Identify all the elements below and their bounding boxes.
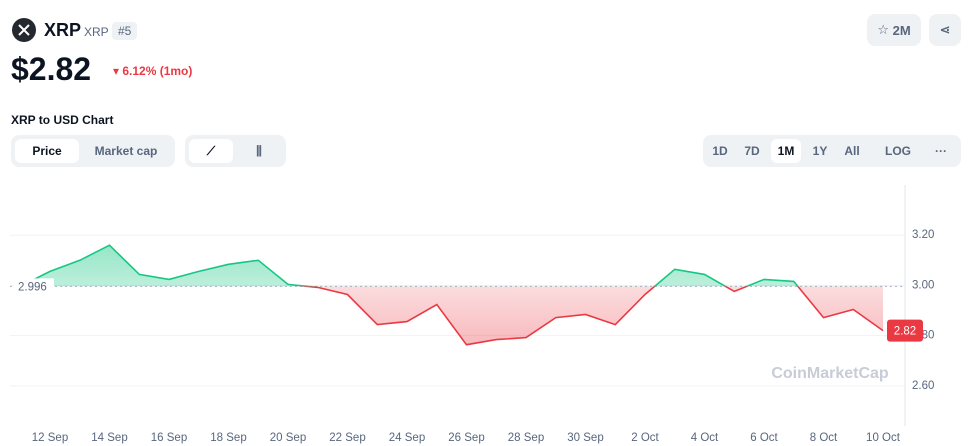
coin-icon — [12, 18, 36, 42]
x-tick-label: 18 Sep — [210, 432, 246, 444]
x-tick-label: 8 Oct — [810, 432, 838, 444]
x-tick-label: 10 Oct — [866, 432, 901, 444]
area-up — [20, 245, 798, 287]
candle-style[interactable]: ⫼ — [256, 143, 262, 158]
share-button[interactable]: ⋖ — [929, 14, 961, 46]
baseline-label: 2.996 — [18, 281, 47, 293]
metric-tabs: Price Market cap — [11, 135, 175, 167]
watchlist-count: 2M — [892, 22, 911, 38]
y-tick-label: 3.20 — [912, 229, 934, 241]
price-line-up — [19, 244, 799, 287]
area-down — [20, 286, 883, 345]
x-tick-label: 12 Sep — [32, 432, 68, 444]
coin-name: XRP — [44, 20, 82, 40]
tab-market-cap[interactable]: Market cap — [94, 144, 158, 158]
chart-style-tabs: ⟋ ⫼ — [185, 135, 286, 167]
y-tick-label: 2.60 — [912, 380, 934, 392]
rank-badge: #5 — [112, 22, 138, 40]
y-tick-label: 3.00 — [912, 279, 934, 291]
last-price-badge — [887, 319, 923, 342]
x-tick-label: 24 Sep — [389, 432, 425, 444]
coin-symbol: XRP — [84, 25, 109, 39]
baseline-label-bg — [14, 278, 54, 295]
tab-price[interactable]: Price — [15, 139, 79, 163]
range-button[interactable]: 1M — [771, 139, 801, 163]
x-tick-label: 14 Sep — [91, 432, 127, 444]
range-tabs: 1D 7D 1M 1Y All LOG ··· — [703, 135, 961, 167]
price-change-text: 6.12% (1mo) — [122, 64, 193, 78]
x-tick-label: 16 Sep — [151, 432, 187, 444]
x-tick-label: 22 Sep — [329, 432, 365, 444]
x-tick-label: 26 Sep — [448, 432, 484, 444]
price: $2.82 — [11, 51, 92, 87]
price-change: ▾ 6.12% (1mo) — [113, 64, 193, 78]
range-button[interactable]: 1D — [712, 144, 728, 158]
coin-icon-glyph — [18, 24, 30, 36]
x-tick-label: 6 Oct — [750, 432, 778, 444]
more-button[interactable]: ··· — [935, 144, 947, 158]
x-tick-label: 30 Sep — [567, 432, 603, 444]
log-button[interactable]: LOG — [885, 144, 911, 158]
x-tick-label: 4 Oct — [691, 432, 719, 444]
x-tick-label: 2 Oct — [631, 432, 659, 444]
chart-heading: XRP to USD Chart — [11, 113, 114, 127]
line-style[interactable]: ⟋ — [189, 139, 233, 163]
watchlist-button[interactable]: ☆ 2M — [867, 14, 921, 46]
x-tick-label: 20 Sep — [270, 432, 306, 444]
watermark: CoinMarketCap — [771, 365, 889, 382]
price-line-down — [20, 286, 884, 346]
last-price-label: 2.82 — [894, 326, 916, 338]
range-button[interactable]: 7D — [744, 144, 760, 158]
x-tick-label: 28 Sep — [508, 432, 544, 444]
range-button[interactable]: 1Y — [812, 144, 828, 158]
range-button[interactable]: All — [844, 144, 860, 158]
